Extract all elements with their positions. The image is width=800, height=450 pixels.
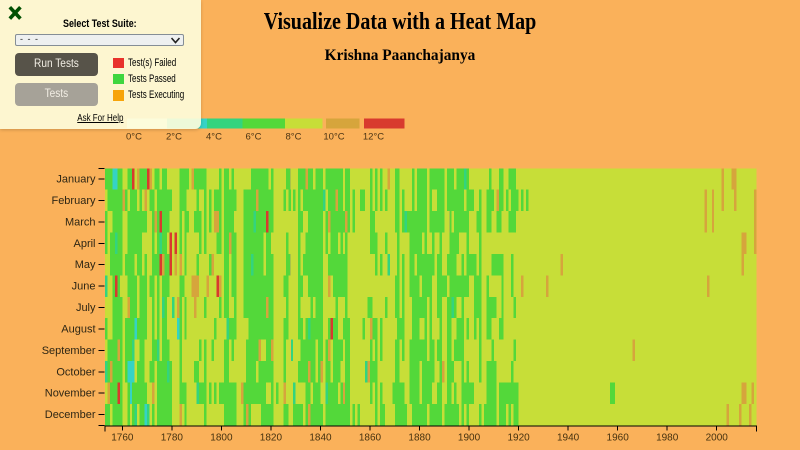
svg-text:February: February xyxy=(51,195,96,207)
svg-text:1760: 1760 xyxy=(111,433,134,444)
svg-text:1900: 1900 xyxy=(458,433,481,444)
svg-text:10°C: 10°C xyxy=(323,132,344,143)
svg-text:4°C: 4°C xyxy=(206,132,222,143)
svg-text:September: September xyxy=(42,345,96,357)
svg-text:October: October xyxy=(56,366,95,378)
svg-text:2°C: 2°C xyxy=(166,132,182,143)
svg-text:May: May xyxy=(75,259,96,271)
svg-text:1820: 1820 xyxy=(260,433,283,444)
svg-text:August: August xyxy=(61,323,95,335)
svg-text:December: December xyxy=(45,409,96,421)
svg-text:1980: 1980 xyxy=(656,433,679,444)
svg-text:6°C: 6°C xyxy=(246,132,262,143)
svg-text:1780: 1780 xyxy=(161,433,184,444)
svg-text:January: January xyxy=(56,174,96,186)
svg-text:1880: 1880 xyxy=(408,433,431,444)
svg-text:1960: 1960 xyxy=(607,433,630,444)
svg-text:June: June xyxy=(72,281,96,293)
svg-text:0°C: 0°C xyxy=(126,132,142,143)
svg-text:8°C: 8°C xyxy=(286,132,302,143)
svg-text:April: April xyxy=(73,238,95,250)
svg-text:March: March xyxy=(65,216,96,228)
svg-text:2000: 2000 xyxy=(706,433,729,444)
svg-text:1840: 1840 xyxy=(309,433,332,444)
svg-text:12°C: 12°C xyxy=(363,132,384,143)
svg-text:1800: 1800 xyxy=(210,433,233,444)
svg-text:1860: 1860 xyxy=(359,433,382,444)
svg-text:November: November xyxy=(45,388,96,400)
svg-text:1940: 1940 xyxy=(557,433,580,444)
svg-text:July: July xyxy=(76,302,96,314)
svg-text:1920: 1920 xyxy=(507,433,530,444)
